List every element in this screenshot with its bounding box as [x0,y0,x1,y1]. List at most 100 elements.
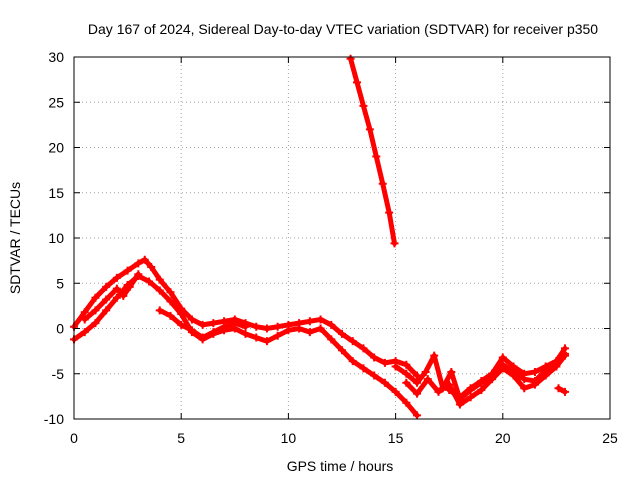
x-tick-label: 25 [602,430,618,446]
y-tick-label: 15 [48,185,64,201]
data-point [198,333,207,342]
data-point [112,293,121,302]
data-point [177,320,186,329]
data-point [445,386,454,395]
data-point [145,277,154,286]
data-point [147,262,156,271]
data-point [402,369,411,378]
series-satellite-track-H [445,349,569,402]
data-point [140,255,149,264]
data-point [102,295,111,304]
data-point [241,322,250,331]
data-point [273,322,282,331]
data-point [380,358,389,367]
data-point [455,393,464,402]
data-point [187,315,196,324]
data-point [402,360,411,369]
data-point [380,378,389,387]
data-point [102,306,111,315]
axis-tick-labels: 0 5 10 15 20 25 -10 -5 0 5 10 15 20 25 30 [44,49,618,446]
y-tick-label: -5 [52,366,65,382]
data-point [434,387,443,396]
data-point [348,357,357,366]
x-tick-label: 0 [70,430,78,446]
data-point [421,367,430,376]
series-satellite-track-G [402,351,569,409]
data-point [209,328,218,337]
series-satellite-track-E [346,54,399,248]
y-tick-label: 5 [56,275,64,291]
data-point [413,389,422,398]
data-point [466,384,475,393]
data-point [348,337,357,346]
data-point [530,380,539,389]
data-point [430,351,439,360]
data-point [359,344,368,353]
grid [74,57,610,419]
y-tick-label: 30 [48,49,64,65]
data-point [112,273,121,282]
series-track [71,257,420,379]
data-point [262,337,271,346]
data-point [477,376,486,385]
data-point [284,326,293,335]
x-tick-label: 10 [281,430,297,446]
data-point [119,291,128,300]
data-point [391,387,400,396]
chart-title: Day 167 of 2024, Sidereal Day-to-day VTE… [88,21,598,37]
data-point [554,384,563,393]
series-track [403,353,568,407]
data-point [327,335,336,344]
data-point [80,315,89,324]
data-point [241,329,250,338]
x-tick-label: 15 [388,430,404,446]
data-point [187,326,196,335]
data-point [466,393,475,402]
data-point [80,328,89,337]
data-point [447,367,456,376]
series-satellite-track-C [80,270,143,324]
data-point [155,286,164,295]
data-point [370,371,379,380]
data-point [541,371,550,380]
data-point [166,288,175,297]
data-point [402,398,411,407]
data-point [359,364,368,373]
series-satellite-track-A [70,255,422,380]
data-point [316,315,325,324]
data-point [509,371,518,380]
data-point [477,386,486,395]
data-point [346,54,355,63]
data-point [520,369,529,378]
series-track [348,56,397,246]
data-point [413,378,422,387]
data-point [385,208,394,217]
data-point [209,319,218,328]
x-axis-label: GPS time / hours [287,458,394,474]
data-point [530,367,539,376]
data-point [262,324,271,333]
data-point [166,297,175,306]
data-point [391,362,400,371]
data-point [91,306,100,315]
data-point [560,387,569,396]
data-point [123,266,132,275]
data-point [91,319,100,328]
data-point [177,310,186,319]
data-point [455,400,464,409]
data-point [378,179,387,188]
data-point [112,284,121,293]
data-point [359,101,368,110]
data-point [372,152,381,161]
data-point [316,324,325,333]
x-tick-label: 20 [495,430,511,446]
data-point [134,259,143,268]
y-tick-label: 20 [48,140,64,156]
data-point [560,349,569,358]
data-point [498,353,507,362]
data-point [273,331,282,340]
data-point [125,282,134,291]
data-point [413,411,422,420]
data-point [327,320,336,329]
